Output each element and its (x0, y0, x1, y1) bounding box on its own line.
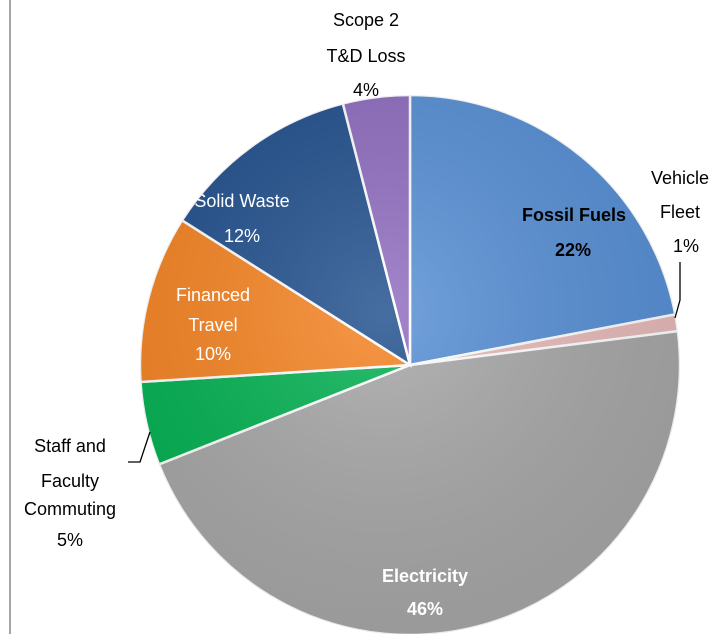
label-vehicle-line2: Fleet (660, 202, 700, 222)
label-commuting-line1: Staff and (34, 436, 106, 456)
label-td-loss-line1: Scope 2 (333, 10, 399, 30)
label-solid-waste: Solid Waste (194, 191, 289, 211)
label-solid-waste-pct: 12% (224, 226, 260, 246)
label-financed-pct: 10% (195, 344, 231, 364)
label-electricity-pct: 46% (407, 599, 443, 619)
commuting-leader-line (128, 431, 151, 463)
label-commuting-pct: 5% (57, 530, 83, 550)
label-financed-line2: Travel (188, 315, 237, 335)
label-vehicle-line1: Vehicle (651, 168, 709, 188)
label-td-loss-line2: T&D Loss (326, 46, 405, 66)
vehicle-fleet-leader-line (674, 262, 681, 319)
label-td-loss-pct: 4% (353, 80, 379, 100)
label-financed-line1: Financed (176, 285, 250, 305)
leader-lines (128, 262, 681, 463)
label-commuting-line3: Commuting (24, 499, 116, 519)
chart-left-border (9, 0, 11, 634)
label-fossil-fuels-pct: 22% (555, 240, 591, 260)
label-commuting-line2: Faculty (41, 471, 99, 491)
label-fossil-fuels: Fossil Fuels (522, 205, 626, 225)
label-vehicle-pct: 1% (673, 236, 699, 256)
label-electricity: Electricity (382, 566, 468, 586)
slices-layer (138, 93, 682, 634)
